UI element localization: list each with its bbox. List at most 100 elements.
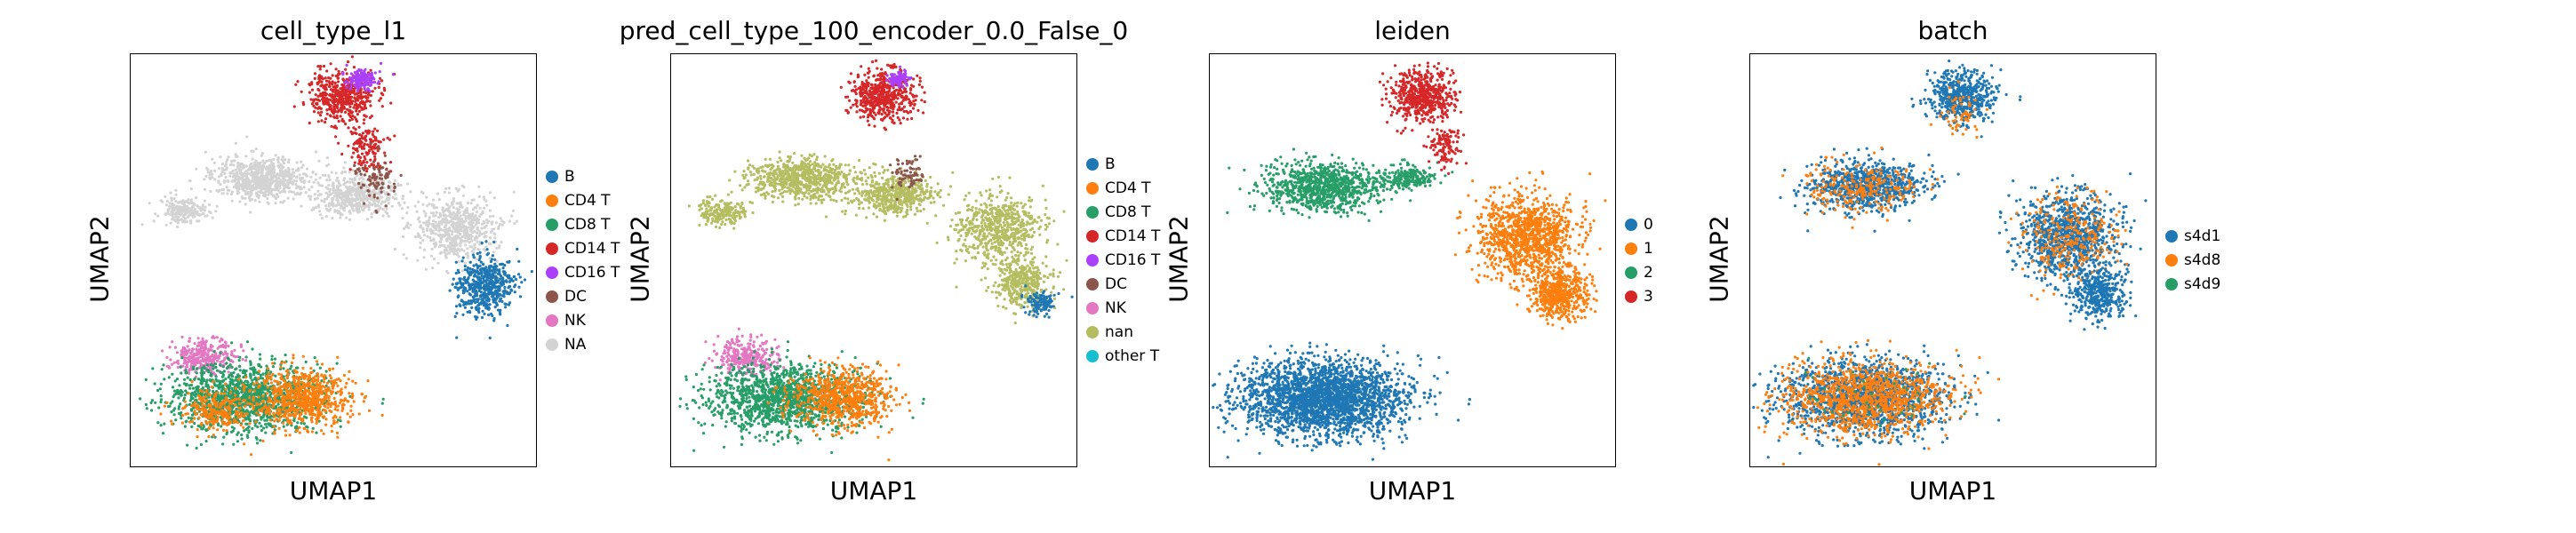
data-point — [263, 418, 267, 422]
data-point — [441, 208, 444, 211]
data-point — [460, 184, 464, 187]
data-point — [485, 248, 489, 251]
data-point — [182, 396, 187, 400]
data-point — [335, 362, 339, 365]
data-point — [474, 290, 477, 294]
data-point — [299, 178, 302, 182]
data-point — [210, 370, 213, 373]
data-point — [168, 202, 172, 205]
data-point — [370, 71, 373, 75]
data-point — [376, 196, 380, 200]
data-point — [241, 172, 245, 176]
data-point — [462, 249, 466, 252]
data-point — [319, 213, 323, 217]
data-point — [368, 145, 372, 148]
data-point — [459, 244, 462, 248]
data-point — [484, 230, 488, 235]
data-point — [384, 176, 388, 179]
data-point — [183, 425, 187, 428]
data-point — [397, 202, 401, 205]
data-point — [177, 405, 181, 409]
data-point — [368, 183, 372, 187]
data-point — [439, 251, 443, 254]
data-point — [340, 104, 344, 107]
data-point — [452, 206, 455, 210]
data-point — [229, 430, 234, 434]
data-point — [461, 194, 466, 197]
data-point — [358, 155, 363, 159]
data-point — [270, 358, 274, 362]
data-point — [371, 190, 374, 194]
data-point — [347, 199, 350, 203]
data-point — [428, 235, 432, 240]
data-point — [444, 231, 447, 235]
data-point — [353, 96, 356, 99]
data-point — [449, 219, 452, 223]
data-point — [219, 351, 222, 354]
data-point — [300, 177, 305, 180]
data-point — [172, 361, 176, 364]
data-point — [208, 378, 212, 382]
data-point — [144, 378, 148, 381]
data-point — [295, 179, 299, 183]
data-point — [325, 179, 329, 182]
data-point — [318, 114, 323, 117]
data-point — [195, 347, 198, 351]
data-point — [432, 205, 436, 210]
data-point — [201, 211, 205, 215]
data-point — [174, 418, 178, 422]
data-point — [483, 197, 486, 201]
data-point — [284, 179, 287, 182]
data-point — [368, 179, 372, 182]
data-point — [484, 266, 488, 269]
data-point — [308, 121, 311, 125]
data-point — [466, 239, 469, 243]
data-point — [401, 195, 405, 198]
data-point — [247, 196, 251, 200]
data-point — [269, 179, 273, 183]
data-point — [330, 124, 333, 128]
data-point — [346, 180, 349, 184]
data-point — [232, 442, 236, 446]
data-point — [476, 220, 479, 224]
data-point — [269, 172, 273, 176]
data-point — [213, 169, 217, 172]
data-point — [171, 212, 174, 216]
data-point — [164, 223, 168, 227]
data-point — [440, 219, 444, 223]
data-point — [402, 227, 406, 231]
data-point — [238, 364, 242, 368]
data-point — [320, 199, 324, 203]
data-point — [255, 173, 259, 177]
data-point — [421, 227, 425, 231]
data-point — [321, 98, 324, 101]
data-point — [348, 114, 352, 117]
data-point — [492, 272, 495, 275]
data-point — [444, 256, 448, 259]
data-point — [452, 277, 455, 281]
data-point — [367, 189, 371, 193]
data-point — [232, 186, 236, 189]
data-point — [331, 183, 335, 187]
data-point — [507, 274, 510, 277]
data-point — [368, 148, 372, 152]
data-point — [384, 204, 388, 208]
data-point — [470, 282, 474, 286]
data-point — [207, 203, 212, 207]
data-point — [483, 291, 486, 295]
data-point — [340, 195, 343, 199]
data-point — [431, 266, 435, 270]
data-point — [452, 217, 456, 220]
data-point — [194, 394, 197, 398]
data-point — [350, 197, 354, 201]
data-point — [327, 80, 331, 84]
data-point — [495, 259, 499, 263]
data-point — [188, 354, 191, 358]
data-point — [434, 244, 437, 248]
data-point — [378, 177, 382, 180]
data-point — [454, 241, 458, 244]
data-point — [390, 204, 394, 208]
data-point — [445, 249, 449, 252]
data-point — [176, 365, 180, 369]
data-point — [392, 182, 396, 186]
